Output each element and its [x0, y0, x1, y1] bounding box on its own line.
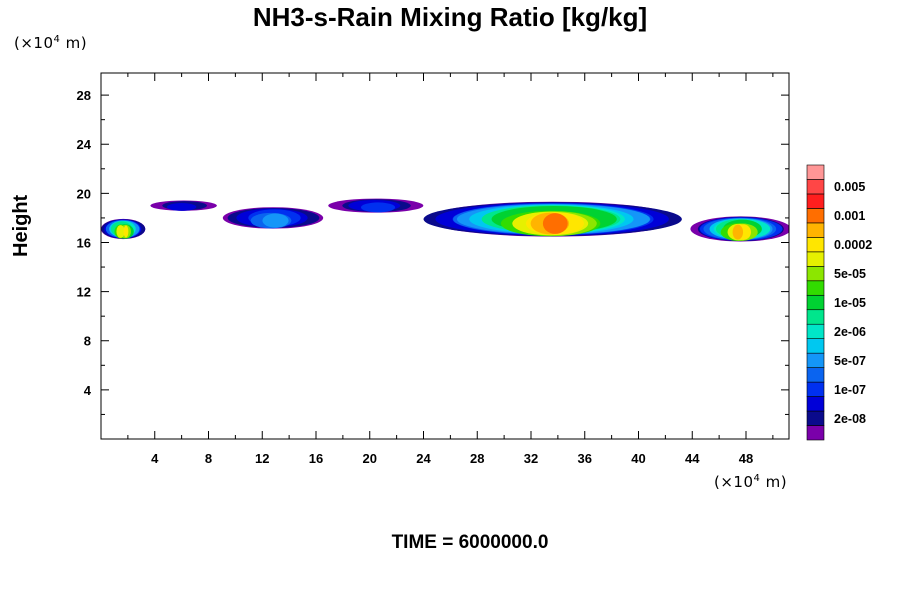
colorbar-swatch	[806, 208, 825, 224]
colorbar-swatch	[806, 179, 825, 195]
time-label: TIME = 6000000.0	[391, 532, 549, 553]
colorbar-label: 1e-07	[834, 383, 866, 397]
colorbar-label: 1e-05	[834, 296, 866, 310]
contour-band-1-level-2	[166, 203, 197, 211]
colorbar-swatch	[806, 280, 825, 296]
x-axis: 4 8 12 16 20 24 28 32 36 40 44 48	[127, 73, 774, 466]
x-tick-label: 4	[151, 451, 159, 466]
colorbar-swatch	[806, 193, 825, 209]
colorbar-label: 0.001	[834, 209, 865, 223]
x-tick-label: 20	[363, 451, 377, 466]
chart-title: NH3-s-Rain Mixing Ratio [kg/kg]	[252, 2, 648, 32]
colorbar-swatch	[806, 251, 825, 267]
colorbar-label: 5e-05	[834, 267, 866, 281]
y-tick-label: 4	[84, 383, 92, 398]
colorbar-swatch	[806, 164, 825, 180]
colorbar-swatch	[806, 381, 825, 397]
colorbar-swatch	[806, 309, 825, 325]
x-tick-label: 16	[309, 451, 323, 466]
contour-band-5-level-14	[732, 224, 744, 240]
colorbar-swatch	[806, 294, 825, 311]
colorbar-swatch	[806, 396, 825, 412]
contour-band-0-level-13	[123, 225, 129, 238]
contour-band-0-level-12	[116, 225, 125, 238]
x-unit-label: (×104 m)	[714, 473, 788, 491]
y-tick-label: 24	[77, 137, 92, 152]
colorbar-swatch	[806, 338, 825, 354]
colorbar-label: 0.0002	[834, 238, 872, 252]
contour-band-3-level-3	[360, 202, 396, 213]
x-tick-label: 44	[685, 451, 700, 466]
contour-band-2-level-5	[262, 213, 289, 228]
x-tick-label: 8	[205, 451, 212, 466]
y-axis: 4 8 12 16 20 24 28	[77, 88, 789, 415]
x-tick-label: 40	[631, 451, 645, 466]
plot-frame	[100, 72, 790, 440]
colorbar-swatch	[806, 410, 825, 426]
colorbar-swatch	[806, 352, 825, 368]
x-tick-label: 48	[739, 451, 753, 466]
colorbar-swatch	[806, 237, 825, 253]
contour-band-4-level-15	[542, 213, 568, 234]
x-tick-label: 24	[416, 451, 431, 466]
y-tick-label: 28	[77, 88, 91, 103]
x-tick-label: 28	[470, 451, 484, 466]
y-unit-label: (×104 m)	[14, 34, 88, 52]
y-tick-label: 20	[77, 186, 91, 201]
colorbar-label: 2e-08	[834, 412, 866, 426]
colorbar-swatch	[806, 425, 825, 441]
x-tick-label: 12	[255, 451, 269, 466]
colorbar-swatch	[806, 222, 825, 238]
colorbar-swatch	[806, 367, 825, 383]
y-tick-label: 12	[77, 285, 91, 300]
colorbar-label: 2e-06	[834, 325, 866, 339]
colorbar: 2e-08 1e-07 5e-07 2e-06 1e-05 5e-05 0.0002 0.00…	[806, 164, 872, 441]
y-axis-label: Height	[10, 194, 32, 257]
colorbar-swatch	[806, 266, 825, 282]
colorbar-label: 0.005	[834, 180, 865, 194]
contour-field	[101, 198, 789, 242]
colorbar-swatch	[806, 323, 825, 339]
colorbar-label: 5e-07	[834, 354, 866, 368]
y-tick-label: 16	[77, 235, 91, 250]
y-tick-label: 8	[84, 334, 91, 349]
x-tick-label: 36	[578, 451, 592, 466]
x-tick-label: 32	[524, 451, 538, 466]
